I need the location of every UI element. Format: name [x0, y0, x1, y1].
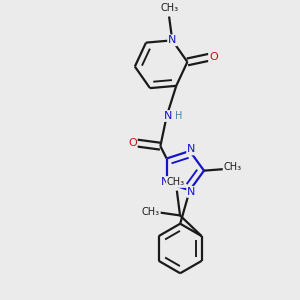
Text: H: H — [175, 111, 182, 121]
Text: CH₃: CH₃ — [142, 207, 160, 217]
Text: O: O — [209, 52, 218, 62]
Text: CH₃: CH₃ — [224, 163, 242, 172]
Text: N: N — [187, 187, 196, 197]
Text: N: N — [164, 111, 172, 121]
Text: N: N — [187, 144, 196, 154]
Text: N: N — [168, 35, 176, 45]
Text: CH₃: CH₃ — [160, 3, 178, 13]
Text: O: O — [128, 138, 137, 148]
Text: N: N — [161, 177, 169, 187]
Text: CH₃: CH₃ — [167, 177, 185, 187]
